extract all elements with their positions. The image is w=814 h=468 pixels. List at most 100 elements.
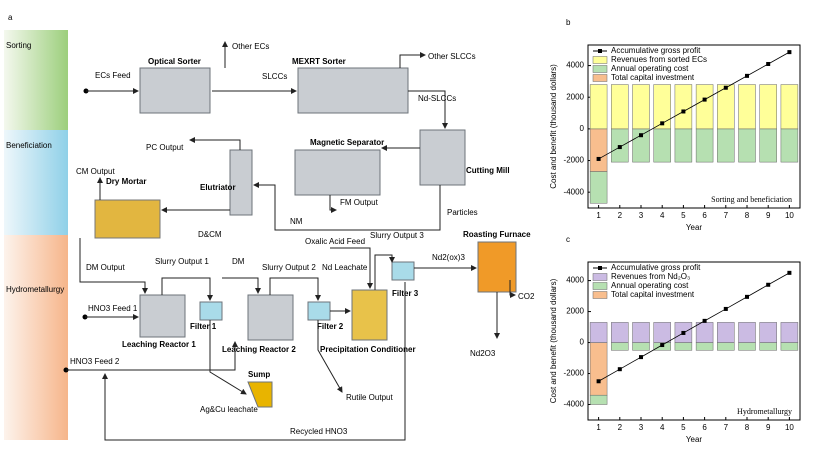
diagram-label: Particles <box>447 208 478 217</box>
diagram-label: Nd-SLCCs <box>418 94 456 103</box>
line-marker <box>787 270 792 275</box>
x-tick-label: 8 <box>745 211 750 220</box>
diagram-label: Slurry Output 3 <box>370 231 424 240</box>
bar-segment <box>589 394 608 405</box>
annotation: Sorting and beneficiation <box>711 195 792 204</box>
line-marker <box>681 330 686 335</box>
diagram-label: Magnetic Separator <box>310 138 384 147</box>
panel-label: b <box>566 18 571 27</box>
line-marker <box>702 97 707 102</box>
bar-segment <box>589 128 608 172</box>
flows <box>63 41 516 441</box>
x-tick-label: 8 <box>745 423 750 432</box>
x-tick-label: 2 <box>618 211 623 220</box>
stage-band <box>4 30 68 130</box>
legend-swatch <box>592 65 608 73</box>
bar-segment <box>589 342 608 396</box>
flow-arrow <box>330 247 373 289</box>
x-tick-label: 1 <box>596 211 601 220</box>
diagram-label: Roasting Furnace <box>463 230 531 239</box>
diagram-label: PC Output <box>146 143 184 152</box>
line-marker <box>766 282 771 287</box>
flow-arrow <box>509 280 516 298</box>
diagram-label: MEXRT Sorter <box>292 57 346 66</box>
bar-segment <box>695 84 714 130</box>
bar-segment <box>780 128 799 163</box>
mexrt-sorter <box>297 67 409 114</box>
diagram-label: SLCCs <box>262 72 287 81</box>
flow-arrow <box>374 254 395 290</box>
diagram-label: Nd2O3 <box>470 349 496 358</box>
diagram-label: Other SLCCs <box>428 52 476 61</box>
diagram-label: NM <box>290 217 303 226</box>
line-marker <box>745 294 749 299</box>
bar-segment <box>717 128 735 163</box>
leaching-reactor-1 <box>139 294 186 338</box>
bar-segment <box>653 322 671 343</box>
line-marker <box>723 306 728 311</box>
bar-segment <box>674 128 693 163</box>
bar-segment <box>759 342 777 351</box>
flow-arrow <box>66 341 238 371</box>
bar-segment <box>759 84 777 130</box>
line-marker <box>660 343 665 348</box>
legend-label: Annual operating cost <box>611 64 689 73</box>
leaching-reactor-2 <box>247 294 294 341</box>
y-tick-label: 4000 <box>566 61 584 70</box>
diagram-label: Filter 2 <box>317 322 344 331</box>
equipment <box>94 67 517 408</box>
bar-segment <box>738 128 756 163</box>
bar-segment <box>695 322 714 343</box>
filter-1 <box>199 301 223 321</box>
y-tick-label: -2000 <box>564 156 585 165</box>
dry-mortar <box>94 199 161 239</box>
x-tick-label: 10 <box>785 211 794 220</box>
x-tick-label: 5 <box>681 211 686 220</box>
legend-swatch <box>592 74 608 82</box>
diagram-label: ECs Feed <box>95 71 131 80</box>
y-tick-label: 0 <box>580 124 585 133</box>
x-axis-label: Year <box>686 435 703 444</box>
y-axis-label: Cost and benefit (thousand dollars) <box>549 64 558 189</box>
diagram-label: Precipitation Conditioner <box>320 345 416 354</box>
x-tick-label: 10 <box>785 423 794 432</box>
line-series <box>598 272 790 382</box>
x-tick-label: 7 <box>724 423 729 432</box>
bar-segment <box>589 84 608 130</box>
diagram-label: DM <box>232 257 245 266</box>
diagram-label: Filter 3 <box>392 289 419 298</box>
chart: b -4000 -2000 0 2000 4000 1 2 3 4 5 6 7 8 9 10 Year Cost … <box>549 18 801 232</box>
stage-label: Hydrometallurgy <box>6 285 64 294</box>
precipitation-conditioner <box>351 289 388 341</box>
diagram-label: Oxalic Acid Feed <box>305 237 365 246</box>
diagram-label: Leaching Reactor 2 <box>222 345 296 354</box>
panel-label: a <box>8 13 13 22</box>
flow-arrow <box>161 277 213 301</box>
flow-arrow <box>79 238 148 294</box>
y-tick-label: -4000 <box>564 187 585 196</box>
x-tick-label: 2 <box>618 423 623 432</box>
bar-segment <box>611 342 629 351</box>
bar-segment <box>780 84 799 130</box>
plot-frame <box>587 261 801 421</box>
bar-segment <box>695 342 714 351</box>
stage-band <box>4 235 68 440</box>
filter-3 <box>391 261 415 281</box>
diagram-label: Other ECs <box>232 42 269 51</box>
bar-segment <box>695 128 714 163</box>
line-marker <box>617 145 622 150</box>
diagram-label: Cutting Mill <box>466 166 510 175</box>
diagram-label: Leaching Reactor 1 <box>122 340 196 349</box>
stage-label: Sorting <box>6 41 31 50</box>
bar-segment <box>759 128 777 163</box>
x-tick-label: 9 <box>766 423 771 432</box>
stage-band <box>4 130 68 235</box>
bar-segment <box>717 322 735 343</box>
legend-label: Accumulative gross profit <box>611 46 701 55</box>
y-tick-label: -4000 <box>564 400 585 409</box>
stage-bands <box>4 30 68 440</box>
annotation: Hydrometallurgy <box>737 407 792 416</box>
legend-label: Total capital investment <box>611 73 695 82</box>
x-tick-label: 7 <box>724 211 729 220</box>
